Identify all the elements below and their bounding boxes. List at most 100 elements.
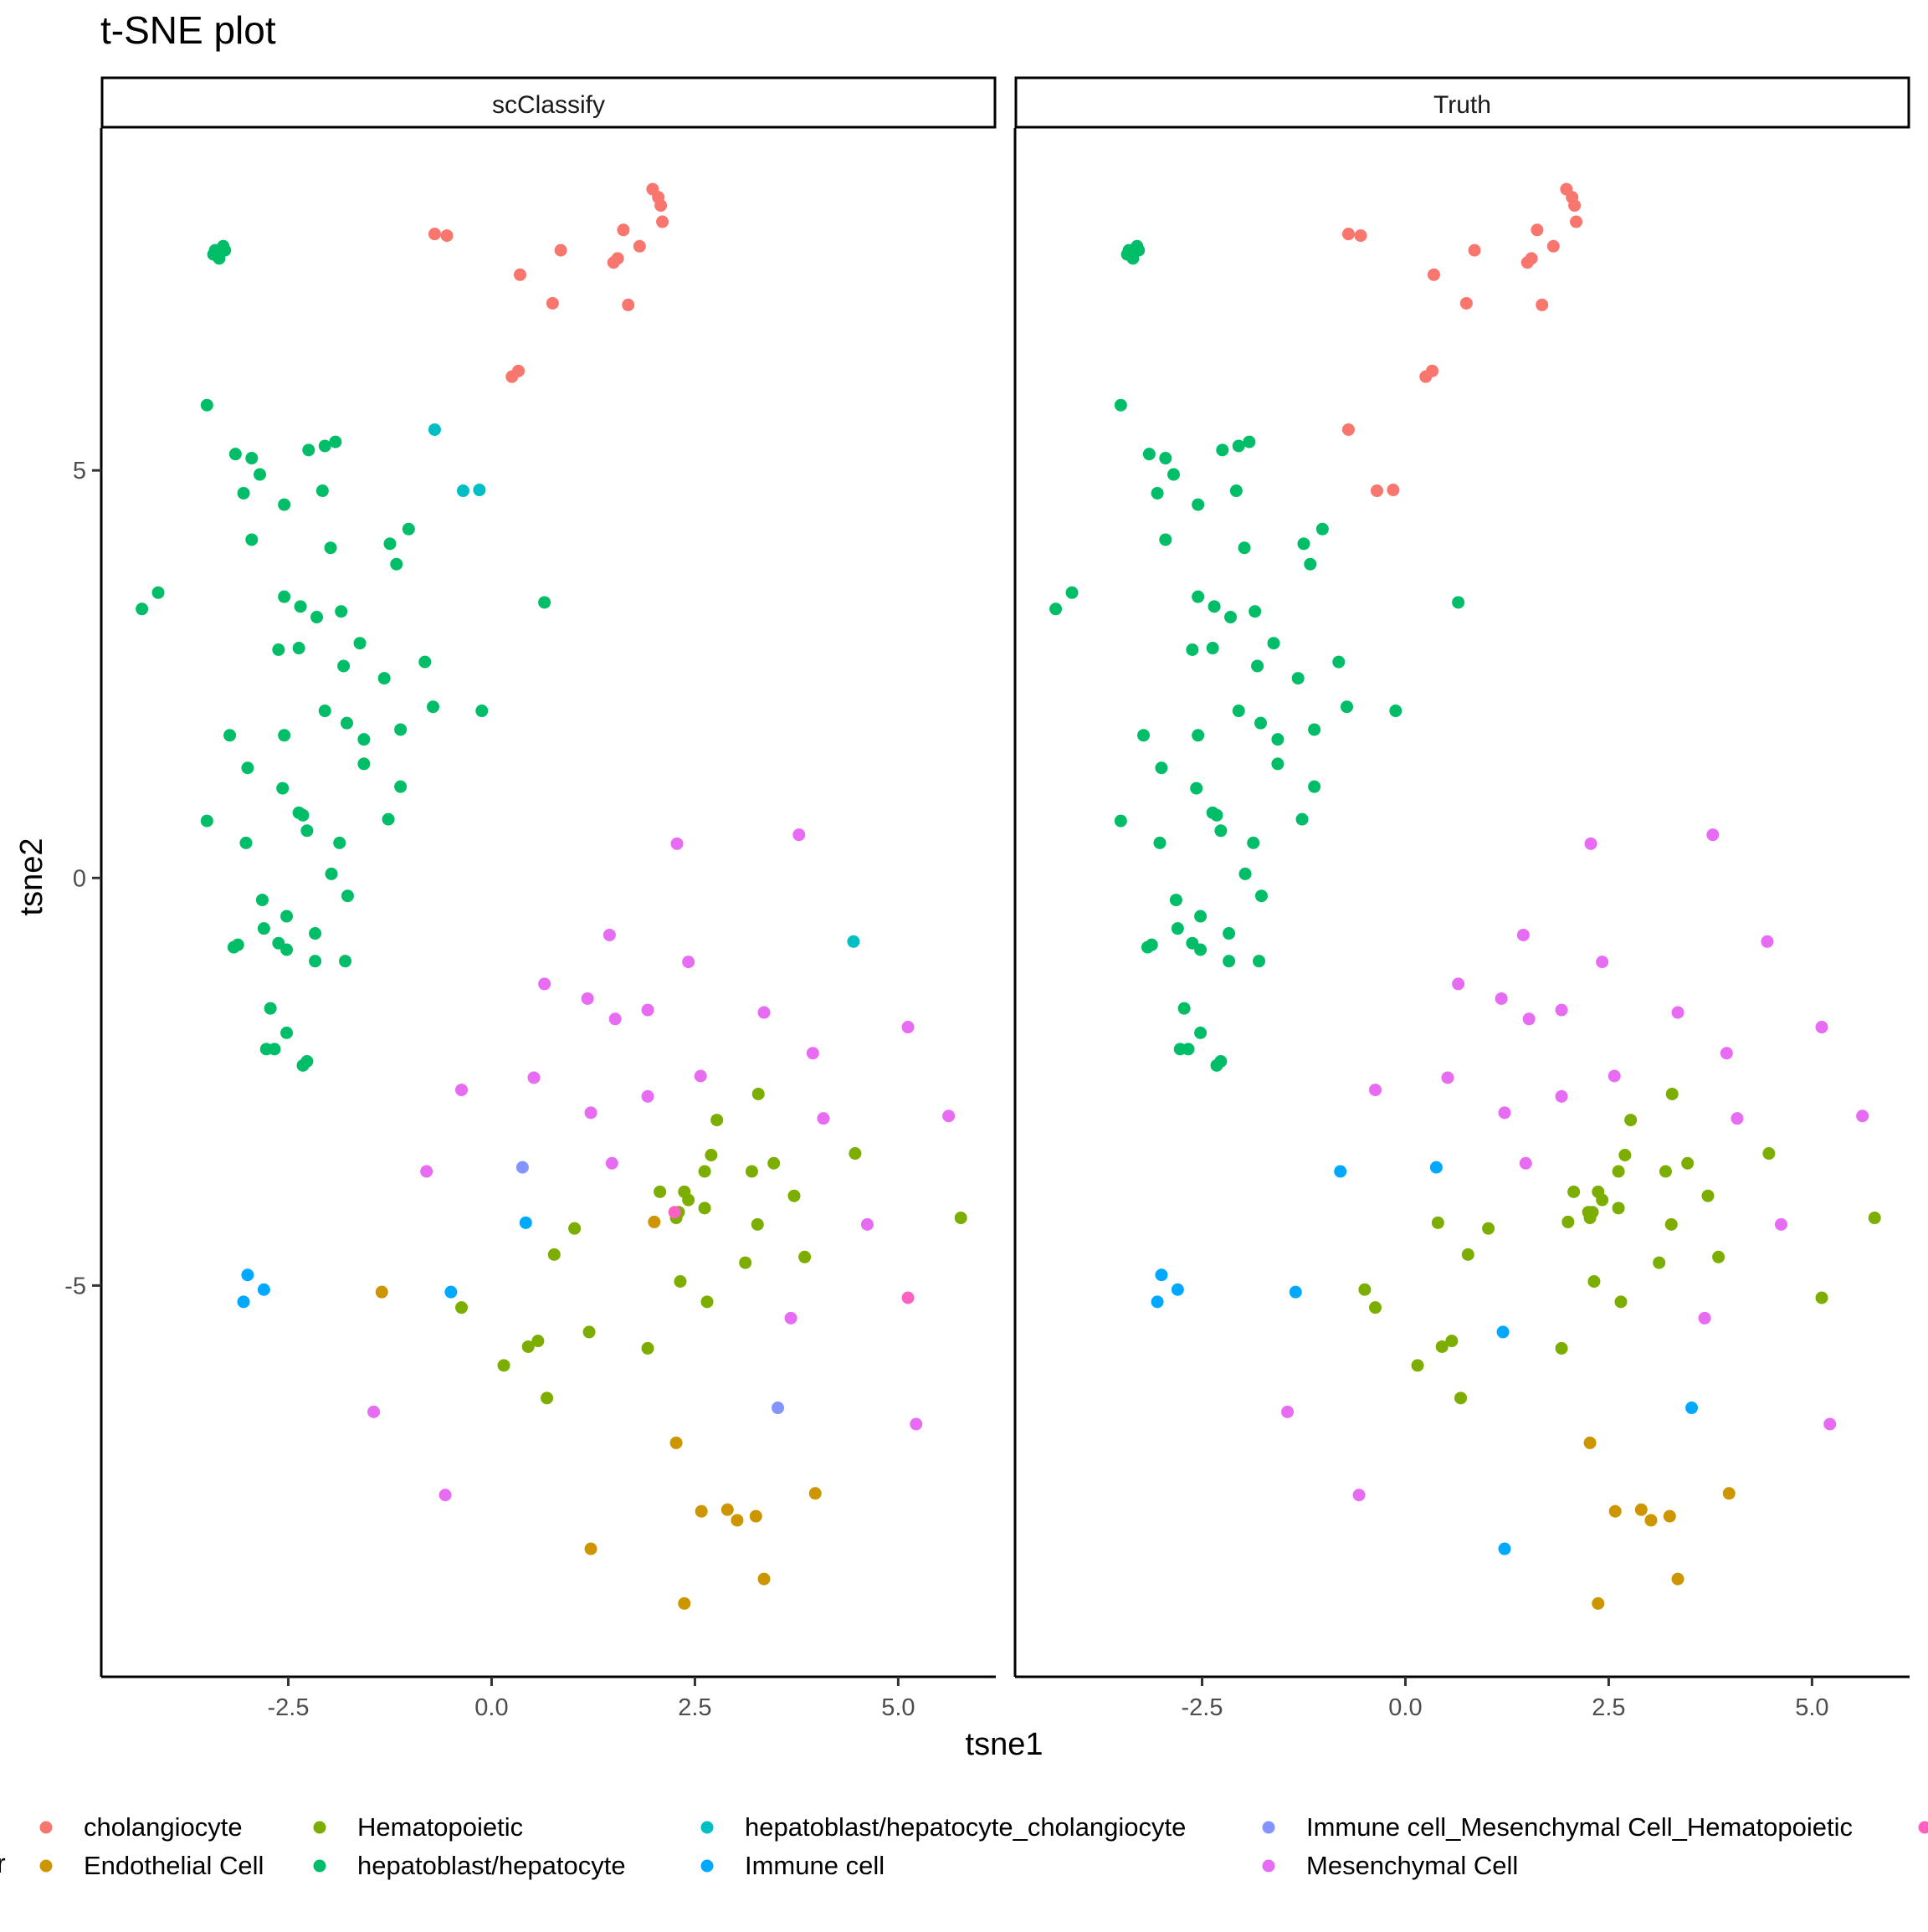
data-point bbox=[1556, 1004, 1568, 1017]
data-point bbox=[520, 1217, 532, 1229]
data-point bbox=[809, 1487, 822, 1499]
data-point bbox=[751, 1218, 764, 1231]
data-point bbox=[1495, 992, 1508, 1005]
data-point bbox=[699, 1165, 711, 1177]
data-point bbox=[1211, 809, 1223, 822]
data-point bbox=[295, 600, 307, 612]
data-point bbox=[1412, 1359, 1424, 1371]
data-point bbox=[568, 1222, 581, 1235]
data-point bbox=[1334, 1165, 1346, 1177]
data-point bbox=[1214, 824, 1227, 837]
data-point bbox=[1143, 448, 1156, 460]
data-point bbox=[1568, 199, 1581, 212]
data-point bbox=[1132, 244, 1145, 257]
data-point bbox=[758, 1007, 771, 1019]
data-point bbox=[648, 1216, 660, 1228]
data-point bbox=[1561, 1216, 1574, 1228]
data-point bbox=[228, 941, 240, 954]
data-point bbox=[455, 1084, 468, 1096]
data-point bbox=[1255, 889, 1268, 902]
data-point bbox=[256, 894, 269, 906]
data-point bbox=[1292, 672, 1305, 684]
legend-title-fragment: r bbox=[0, 1848, 6, 1878]
data-point bbox=[1389, 705, 1402, 717]
data-point bbox=[1592, 1597, 1604, 1610]
data-point bbox=[612, 252, 624, 264]
legend-label: hepatoblast/hepatocyte_cholangiocyte bbox=[745, 1812, 1186, 1842]
data-point bbox=[208, 249, 220, 261]
data-point bbox=[731, 1514, 743, 1526]
data-point bbox=[1194, 1027, 1207, 1039]
data-point bbox=[701, 1295, 714, 1308]
data-point bbox=[280, 910, 293, 923]
data-point bbox=[902, 1291, 915, 1304]
data-point bbox=[239, 837, 252, 849]
data-point bbox=[1341, 700, 1353, 713]
data-point bbox=[617, 223, 629, 236]
data-point bbox=[1432, 1217, 1444, 1229]
data-point bbox=[258, 1284, 270, 1296]
data-point bbox=[522, 1340, 535, 1353]
data-point bbox=[1223, 927, 1235, 940]
data-point bbox=[654, 199, 667, 212]
data-point bbox=[721, 1504, 734, 1516]
data-point bbox=[1186, 643, 1198, 656]
data-point bbox=[669, 1206, 681, 1218]
data-point bbox=[357, 733, 370, 746]
data-point bbox=[582, 992, 594, 1005]
data-point bbox=[538, 977, 551, 990]
data-point bbox=[1194, 944, 1207, 956]
data-point bbox=[341, 717, 353, 730]
data-point bbox=[1239, 868, 1252, 880]
data-point bbox=[1049, 602, 1062, 615]
data-point bbox=[1211, 1059, 1223, 1072]
data-point bbox=[512, 365, 525, 377]
data-point bbox=[403, 523, 415, 536]
data-point bbox=[1665, 1218, 1678, 1231]
data-point bbox=[1442, 1071, 1454, 1084]
data-point bbox=[682, 956, 695, 968]
data-point bbox=[516, 1161, 529, 1174]
data-point bbox=[514, 269, 526, 281]
data-point bbox=[1115, 399, 1127, 412]
data-point bbox=[1609, 1505, 1622, 1518]
data-point bbox=[642, 1342, 654, 1355]
data-point bbox=[1499, 1106, 1511, 1119]
data-point bbox=[710, 1114, 723, 1126]
data-point bbox=[910, 1417, 922, 1430]
data-point bbox=[1531, 223, 1543, 236]
data-point bbox=[1243, 436, 1255, 448]
data-point bbox=[807, 1047, 819, 1059]
data-point bbox=[739, 1257, 751, 1269]
data-point bbox=[548, 1248, 561, 1261]
data-point bbox=[333, 837, 346, 849]
data-point bbox=[268, 1043, 280, 1055]
data-point bbox=[241, 761, 254, 774]
x-tick-label: 5.0 bbox=[1795, 1694, 1828, 1721]
data-point bbox=[1172, 1284, 1184, 1296]
data-point bbox=[1208, 600, 1221, 612]
x-tick-label: -2.5 bbox=[1182, 1694, 1223, 1721]
data-point bbox=[339, 955, 351, 967]
data-point bbox=[1268, 637, 1280, 649]
data-point bbox=[1115, 815, 1127, 828]
data-point bbox=[428, 423, 441, 436]
data-point bbox=[1308, 781, 1320, 793]
data-point bbox=[583, 1325, 596, 1338]
data-point bbox=[1066, 587, 1079, 599]
data-point bbox=[1428, 269, 1440, 281]
data-point bbox=[656, 216, 669, 228]
data-point bbox=[441, 229, 454, 242]
data-point bbox=[1155, 1268, 1167, 1281]
data-point bbox=[1233, 705, 1245, 717]
data-point bbox=[1281, 1406, 1294, 1418]
data-point bbox=[1547, 240, 1560, 253]
data-point bbox=[1254, 717, 1267, 730]
data-point bbox=[538, 596, 551, 608]
data-point bbox=[1567, 1186, 1580, 1198]
data-point bbox=[1523, 1012, 1536, 1025]
data-point bbox=[297, 809, 310, 822]
data-point bbox=[1556, 1342, 1568, 1355]
data-point bbox=[1192, 729, 1204, 741]
